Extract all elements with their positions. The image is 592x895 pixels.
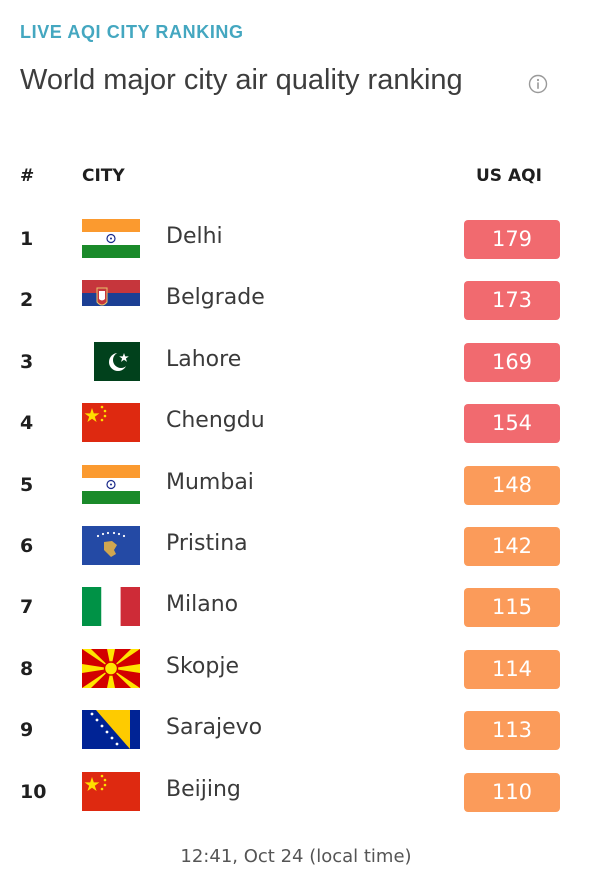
city-name-link[interactable]: Milano [166,592,239,618]
india-flag-icon [82,464,140,504]
aqi-badge: 114 [464,649,560,689]
aqi-badge: 173 [464,281,560,321]
macedonia-flag-icon [82,648,140,688]
city-name-link[interactable]: Pristina [166,531,248,556]
india-flag-icon [82,219,140,258]
ranking-row[interactable]: 7 Milano 115 [20,586,572,630]
ranking-row[interactable]: 9 Sarajevo 113 [20,709,572,753]
aqi-badge: 110 [464,772,560,812]
kosovo-flag-icon [82,526,140,565]
column-header-city: CITY [82,166,125,186]
aqi-badge: 148 [464,465,560,505]
city-name-link[interactable]: Sarajevo [166,715,263,741]
column-header-rank: # [20,166,35,186]
section-kicker: LIVE AQI CITY RANKING [20,22,244,42]
city-name-link[interactable]: Beijing [166,776,241,802]
ranking-row[interactable]: 5 Mumbai 148 [20,464,572,508]
aqi-badge: 179 [464,220,560,259]
city-name-link[interactable]: Mumbai [166,469,254,495]
info-icon[interactable] [528,74,548,94]
rank-number: 9 [20,719,34,742]
column-header-aqi: US AQI [476,166,542,186]
rank-number: 2 [20,289,34,312]
rank-number: 6 [20,535,34,557]
city-name-link[interactable]: Lahore [166,346,242,372]
ranking-row[interactable]: 8 Skopje 114 [20,648,572,692]
china-flag-icon [82,403,140,443]
ranking-row[interactable]: 4 Chengdu 154 [20,402,572,446]
rank-number: 1 [20,228,34,250]
china-flag-icon [82,771,140,811]
ranking-row[interactable]: 1 Delhi 179 [20,218,572,262]
aqi-badge: 154 [464,404,560,444]
aqi-badge: 115 [464,588,560,628]
pakistan-flag-icon [82,341,140,381]
ranking-row[interactable]: 10 Beijing 110 [20,771,572,815]
rank-number: 5 [20,473,34,496]
rank-number: 4 [20,412,34,435]
rank-number: 10 [20,780,47,803]
rank-number: 3 [20,350,34,373]
aqi-badge: 113 [464,711,560,751]
ranking-row[interactable]: 3 Lahore 169 [20,341,572,385]
city-name-link[interactable]: Skopje [166,653,239,679]
widget-title: World major city air quality ranking [20,64,463,96]
city-name-link[interactable]: Delhi [166,224,223,249]
serbia-flag-icon [82,280,140,320]
update-timestamp: 12:41, Oct 24 (local time) [180,846,412,867]
ranking-row[interactable]: 6 Pristina 142 [20,525,572,569]
italy-flag-icon [82,587,140,627]
city-name-link[interactable]: Belgrade [166,285,265,311]
aqi-badge: 169 [464,342,560,382]
rank-number: 7 [20,596,34,619]
city-name-link[interactable]: Chengdu [166,408,265,434]
aqi-badge: 142 [464,527,560,566]
rank-number: 8 [20,657,34,680]
bosnia-flag-icon [82,710,140,750]
ranking-row[interactable]: 2 Belgrade 173 [20,279,572,323]
